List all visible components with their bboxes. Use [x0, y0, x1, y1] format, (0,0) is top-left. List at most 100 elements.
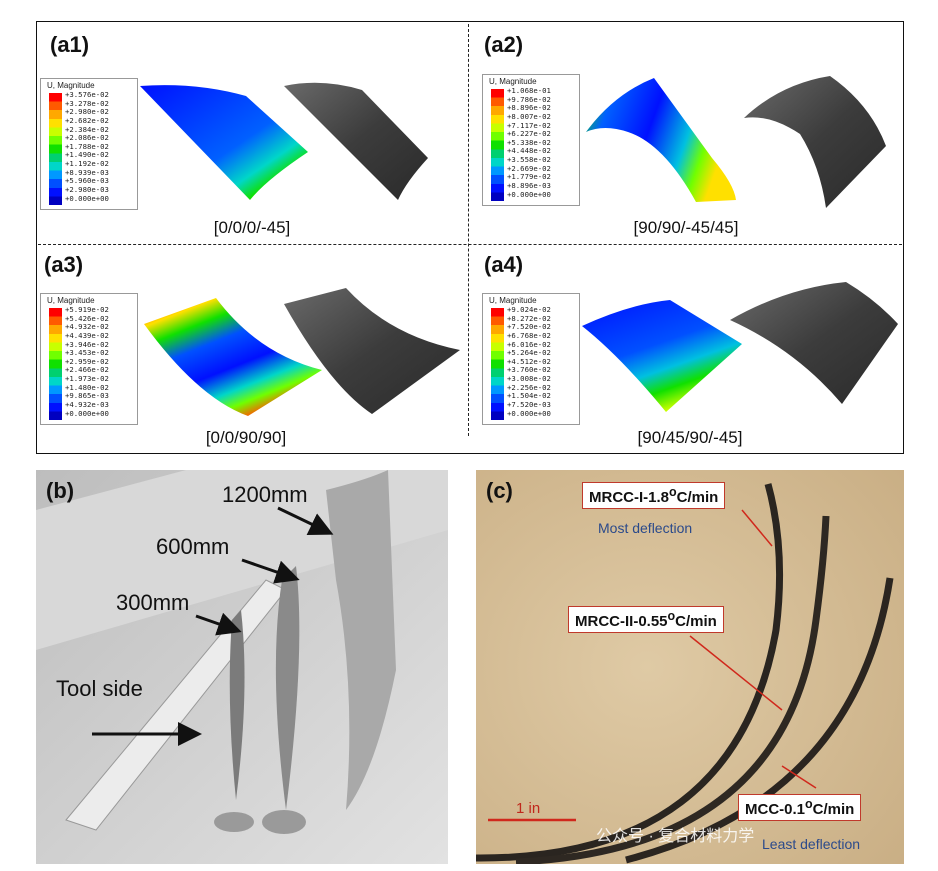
legend-value: +0.000e+00 [507, 408, 551, 418]
callout-mrcc-ii: MRCC-II-0.55oC/min [568, 606, 724, 633]
legend-value: +3.008e-02 [507, 374, 551, 384]
layup-a3: [0/0/90/90] [205, 428, 287, 447]
photo-b-scene [36, 470, 448, 864]
photo-b: (b) 1200mm 600mm 300mm Tool side [36, 470, 448, 864]
scale-bar-label: 1 in [516, 800, 541, 817]
legend-value: +8.007e-02 [507, 111, 551, 121]
legend-value: +2.256e-02 [507, 382, 551, 392]
layup-a2: [90/90/-45/45] [633, 218, 739, 237]
legend-title: U, Magnitude [47, 81, 95, 90]
legend-a4: U, Magnitude +9.024e-02 +8.272e-02 +7.520e… [482, 293, 580, 425]
legend-value: +5.338e-02 [507, 137, 551, 147]
legend-value: +0.000e+00 [507, 189, 551, 199]
legend-colorbar [491, 89, 504, 201]
fea-plate-a3 [144, 298, 322, 416]
legend-value: +3.576e-02 [65, 90, 109, 99]
legend-value: +0.000e+00 [65, 408, 109, 418]
photo-c: (c) MRCC-I-1.8oC/min Most deflection MRC… [476, 470, 904, 864]
legend-colorbar [491, 308, 504, 420]
legend-value: +1.973e-02 [65, 374, 109, 384]
panel-divider-horizontal [38, 244, 902, 245]
tool-side-label: Tool side [56, 676, 143, 701]
legend-value: +5.919e-02 [65, 305, 109, 314]
fea-plate-a2 [586, 78, 736, 202]
panel-label-a4: (a4) [484, 252, 524, 277]
panel-divider-vertical [468, 24, 469, 436]
legend-value: +1.779e-02 [507, 172, 551, 182]
legend-value: +1.504e-02 [507, 391, 551, 401]
layup-a1: [0/0/0/-45] [213, 218, 291, 237]
legend-colorbar [49, 308, 62, 420]
legend-a3: U, Magnitude +5.919e-02 +5.426e-02 +4.932e… [40, 293, 138, 425]
panel-label-b: (b) [46, 478, 75, 503]
legend-value: +1.068e-01 [507, 86, 551, 95]
legend-values: +1.068e-01 +9.786e-02 +8.896e-02 +8.007e-02… [507, 86, 551, 199]
legend-value: +6.016e-02 [507, 339, 551, 349]
legend-value: +1.490e-02 [65, 150, 109, 160]
least-deflection-note: Least deflection [762, 836, 861, 852]
layup-a4: [90/45/90/-45] [637, 428, 743, 447]
legend-value: +9.786e-02 [507, 94, 551, 104]
legend-value: +6.768e-02 [507, 330, 551, 340]
legend-value: +4.448e-02 [507, 146, 551, 156]
callout-mrcc-i: MRCC-I-1.8oC/min [582, 482, 726, 509]
legend-values: +3.576e-02 +3.278e-02 +2.980e-02 +2.682e-02… [65, 90, 109, 203]
photo-plate-a2 [744, 76, 886, 208]
legend-value: +3.558e-02 [507, 155, 551, 165]
legend-value: +2.959e-02 [65, 356, 109, 366]
legend-values: +9.024e-02 +8.272e-02 +7.520e-02 +6.768e-02… [507, 305, 551, 418]
legend-colorbar [49, 93, 62, 205]
legend-a2: U, Magnitude +1.068e-01 +9.786e-02 +8.896e… [482, 74, 580, 206]
fea-plate-a4 [582, 300, 742, 412]
callout-mcc: MCC-0.1oC/min [738, 794, 862, 821]
watermark: 公众号 · 复合材料力学 [596, 828, 755, 845]
legend-value: +3.453e-02 [65, 348, 109, 358]
legend-value: +2.384e-02 [65, 124, 109, 134]
legend-a1: U, Magnitude +3.576e-02 +3.278e-02 +2.980e… [40, 78, 138, 210]
legend-value: +3.760e-02 [507, 365, 551, 375]
legend-values: +5.919e-02 +5.426e-02 +4.932e-02 +4.439e-02… [65, 305, 109, 418]
most-deflection-note: Most deflection [598, 520, 693, 536]
photo-plate-a4 [730, 282, 898, 404]
panel-label-a1: (a1) [50, 32, 90, 57]
panel-label-a3: (a3) [44, 252, 84, 277]
legend-value: +7.520e-02 [507, 322, 551, 332]
legend-value: +2.086e-02 [65, 133, 109, 143]
legend-value: +1.192e-02 [65, 159, 109, 169]
legend-value: +5.960e-03 [65, 176, 109, 186]
legend-value: +2.669e-02 [507, 163, 551, 173]
legend-value: +4.439e-02 [65, 330, 109, 340]
legend-value: +0.000e+00 [65, 193, 109, 203]
photo-plate-a1 [284, 82, 428, 200]
legend-value: +3.278e-02 [65, 98, 109, 108]
legend-value: +1.480e-02 [65, 382, 109, 392]
length-label-300: 300mm [116, 590, 190, 615]
length-label-1200: 1200mm [222, 482, 308, 507]
legend-value: +7.117e-02 [507, 120, 551, 130]
legend-value: +8.896e-03 [507, 181, 551, 191]
panel-label-a2: (a2) [484, 32, 524, 57]
legend-value: +4.932e-03 [65, 400, 109, 410]
legend-value: +9.865e-03 [65, 391, 109, 401]
legend-value: +4.932e-02 [65, 322, 109, 332]
photo-plate-a3 [284, 288, 460, 414]
legend-title: U, Magnitude [47, 296, 95, 305]
legend-value: +8.939e-03 [65, 167, 109, 177]
legend-value: +6.227e-02 [507, 129, 551, 139]
legend-value: +2.980e-02 [65, 107, 109, 117]
fea-figure-frame [36, 21, 904, 454]
legend-value: +9.024e-02 [507, 305, 551, 314]
legend-value: +2.682e-02 [65, 115, 109, 125]
legend-value: +8.272e-02 [507, 313, 551, 323]
legend-value: +7.520e-03 [507, 400, 551, 410]
legend-value: +5.426e-02 [65, 313, 109, 323]
panel-label-c: (c) [486, 478, 513, 503]
legend-value: +5.264e-02 [507, 348, 551, 358]
fea-plate-a1 [140, 85, 308, 200]
legend-title: U, Magnitude [489, 77, 537, 86]
legend-value: +3.946e-02 [65, 339, 109, 349]
legend-value: +1.788e-02 [65, 141, 109, 151]
legend-value: +8.896e-02 [507, 103, 551, 113]
legend-value: +2.466e-02 [65, 365, 109, 375]
legend-value: +4.512e-02 [507, 356, 551, 366]
